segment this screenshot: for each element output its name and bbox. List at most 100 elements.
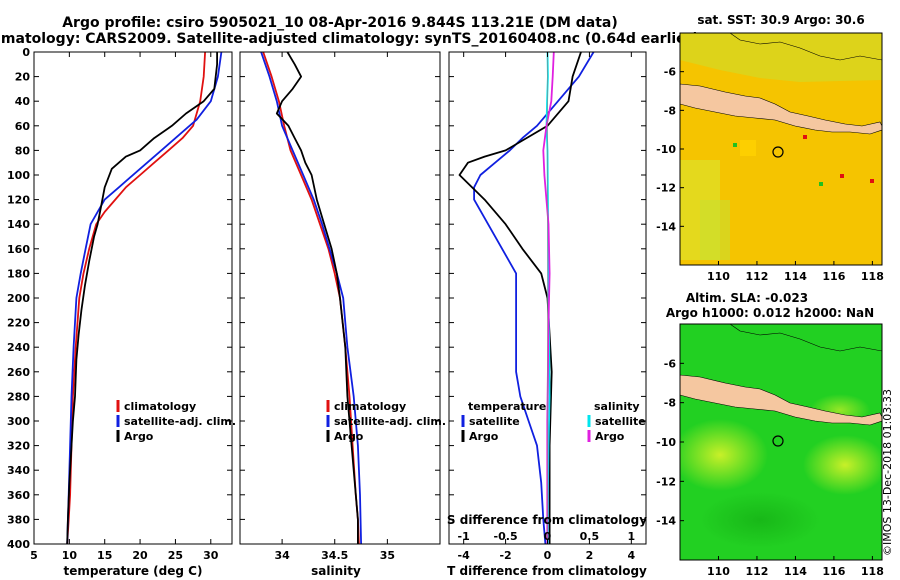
y-tick-label: 100 — [7, 169, 30, 182]
temperature-legend: climatology satellite-adj. clim. Argo — [116, 400, 236, 443]
series-line-climatology — [66, 52, 206, 544]
map-x-tick-label: 116 — [822, 270, 845, 283]
map-x-tick-label: 114 — [784, 270, 807, 283]
sla-float-marker — [772, 435, 784, 447]
map-x-tick-label: 110 — [707, 565, 730, 578]
temperature-axes-box — [33, 51, 233, 545]
salinity-lines — [260, 52, 362, 544]
map-y-tick-label: -6 — [664, 357, 677, 370]
x-tick-label-top: 0.5 — [580, 530, 600, 543]
y-tick-label: 180 — [7, 267, 30, 280]
map-y-tick-label: -8 — [664, 104, 676, 117]
map-x-tick-label: 118 — [861, 270, 884, 283]
x-tick-label: 34.5 — [321, 549, 348, 562]
legend-label-temp-satellite: satellite — [469, 415, 520, 428]
x-tick-label: 15 — [97, 549, 112, 562]
map-y-tick-label: -12 — [656, 475, 676, 488]
sst-pixel-red — [870, 179, 874, 183]
credit-text: ©IMOS 13-Dec-2018 01:03:33 — [881, 389, 894, 556]
map-x-tick-label: 116 — [822, 565, 845, 578]
legend-label-satellite: satellite-adj. clim. — [124, 415, 236, 428]
legend-label-satellite: satellite-adj. clim. — [334, 415, 446, 428]
legend-title-temperature: temperature — [468, 400, 546, 413]
x-tick-label: 35 — [380, 549, 395, 562]
map-x-tick-label: 112 — [745, 270, 768, 283]
y-tick-label: 60 — [15, 120, 31, 133]
sst-pixel-red — [840, 174, 844, 178]
series-line-satellite-adj-clim — [66, 52, 223, 544]
difference-lines — [458, 52, 595, 544]
series-line-argo — [66, 52, 219, 544]
legend-label-sal-argo: Argo — [595, 430, 625, 443]
temperature-lines — [66, 52, 223, 544]
sst-pixel-red — [803, 135, 807, 139]
sla-high-west — [680, 419, 768, 491]
y-tick-label: 320 — [7, 440, 30, 453]
map-x-tick-label: 118 — [861, 565, 884, 578]
sst-cool-band-north — [680, 33, 882, 82]
series-line-temperature-satellite — [473, 52, 595, 544]
map-y-tick-label: -14 — [656, 220, 676, 233]
salinity-ticks: 34 34.5 35 — [240, 51, 440, 562]
x-tick-label: 25 — [168, 549, 183, 562]
x-tick-label: 0 — [544, 549, 552, 562]
map-x-tick-label: 112 — [745, 565, 768, 578]
sla-high-east — [803, 435, 882, 495]
legend-label-argo: Argo — [334, 430, 364, 443]
title-line-2: Climatology: CARS2009. Satellite-adjuste… — [0, 31, 699, 47]
difference-xlabel: T difference from climatology — [447, 564, 647, 578]
y-tick-label: 200 — [7, 292, 30, 305]
sla-land-java — [680, 374, 882, 426]
map-y-tick-label: -8 — [664, 397, 676, 410]
y-tick-label: 20 — [15, 71, 31, 84]
legend-label-climatology: climatology — [334, 400, 406, 413]
series-line-temperature-argo — [458, 52, 582, 544]
series-line-climatology — [262, 52, 360, 544]
y-tick-label: 0 — [22, 46, 30, 59]
map-x-tick-label: 114 — [784, 565, 807, 578]
x-tick-label: 30 — [203, 549, 219, 562]
legend-label-climatology: climatology — [124, 400, 196, 413]
y-tick-label: 280 — [7, 390, 30, 403]
sst-pixel-green — [733, 143, 737, 147]
salinity-panel: 34 34.5 35 salinity climatology satellite-… — [239, 51, 446, 578]
sst-map-ticks: 110 112 114 116 118 -6 -8 -10 -12 -14 — [656, 66, 884, 283]
x-tick-label-top: 0 — [544, 530, 552, 543]
x-tick-label-top: -1 — [458, 530, 470, 543]
sst-cool-patch-southwest — [700, 200, 730, 260]
sst-map-title: sat. SST: 30.9 Argo: 30.6 — [697, 13, 864, 27]
title-line-1: Argo profile: csiro 5905021_10 08-Apr-20… — [62, 15, 618, 31]
legend-label-argo: Argo — [124, 430, 154, 443]
y-tick-label: 80 — [15, 144, 31, 157]
salinity-xlabel: salinity — [311, 564, 361, 578]
series-line-argo — [275, 52, 359, 544]
map-y-tick-label: -10 — [656, 436, 676, 449]
sla-map-title-1: Altim. SLA: -0.023 — [686, 291, 808, 305]
y-tick-label: 220 — [7, 317, 30, 330]
sst-pixel-green — [819, 182, 823, 186]
y-tick-label: 400 — [7, 538, 30, 551]
x-tick-label: 4 — [628, 549, 636, 562]
x-tick-label: 34 — [274, 549, 290, 562]
y-tick-label: 120 — [7, 194, 30, 207]
temperature-ticks: 5 10 15 20 25 3002040608010012014016018020022… — [7, 46, 232, 562]
y-tick-label: 140 — [7, 218, 30, 231]
x-tick-label-top: 1 — [628, 530, 636, 543]
map-y-tick-label: -14 — [656, 515, 676, 528]
x-tick-label: -2 — [499, 549, 511, 562]
x-tick-label: 5 — [30, 549, 38, 562]
y-tick-label: 160 — [7, 243, 30, 256]
temperature-xlabel: temperature (deg C) — [64, 564, 203, 578]
difference-xlabel-top: S difference from climatology — [447, 513, 647, 527]
legend-label-temp-argo: Argo — [469, 430, 499, 443]
sla-map-title-2: Argo h1000: 0.012 h2000: NaN — [666, 306, 874, 320]
sst-map-image — [680, 33, 882, 265]
x-tick-label: 20 — [132, 549, 148, 562]
sst-float-marker — [772, 146, 784, 158]
series-line-satellite-adj-clim — [260, 52, 362, 544]
sst-land-java — [680, 83, 882, 135]
map-y-tick-label: -6 — [664, 66, 677, 79]
x-tick-label: 2 — [586, 549, 594, 562]
sst-map: sat. SST: 30.9 Argo: 30.6 110 112 114 116 11… — [656, 13, 884, 283]
